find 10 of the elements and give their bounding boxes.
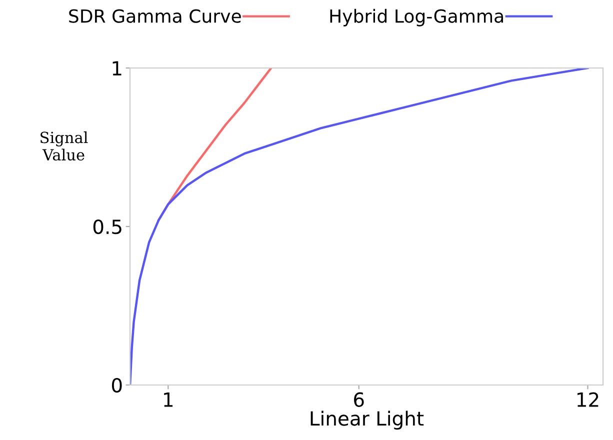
y-axis-title: Signal Value	[40, 131, 88, 161]
y-tick-label: 0	[112, 378, 122, 393]
y-tick-label: 1	[112, 61, 122, 76]
x-tick-label: 12	[578, 392, 598, 407]
legend-label: SDR Gamma Curve	[69, 9, 241, 23]
x-tick-label: 1	[164, 392, 173, 407]
x-tick-label: 6	[354, 392, 364, 407]
y-tick-label: 0.5	[93, 219, 122, 234]
x-axis-title: Linear Light	[310, 410, 424, 430]
legend-label: Hybrid Log-Gamma	[330, 8, 503, 26]
